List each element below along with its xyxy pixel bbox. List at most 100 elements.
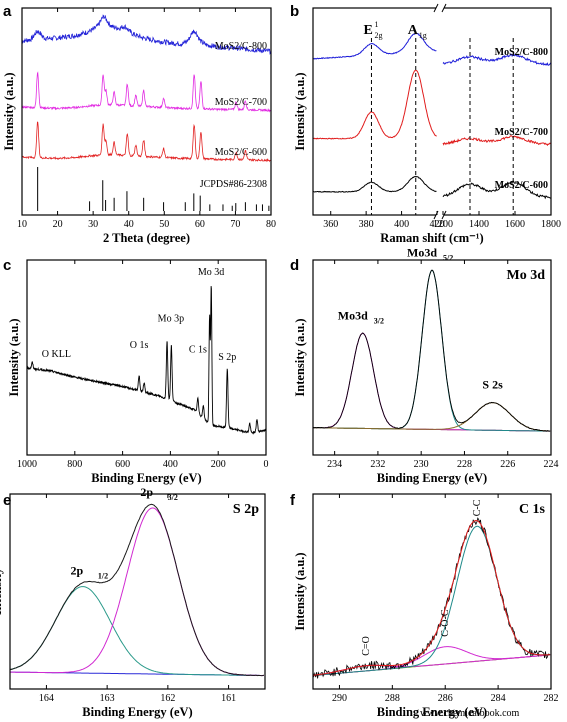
- x-tick-label: 1800: [541, 219, 561, 230]
- xrd-series-line: [21, 121, 271, 163]
- fit-component-line: [313, 525, 551, 676]
- panel-e-s2p: 164 163 162 161 S 2p 2p 1/2 2p 3/2 Binding Energy…: [0, 485, 266, 719]
- panel-f-c1s: 290 288 286 284 282 C 1s C=O C-O-C C-C Binding En…: [293, 493, 559, 719]
- x-tick-label: 800: [67, 459, 82, 470]
- raman-series-right: [442, 53, 552, 66]
- x-tick-label: 162: [160, 693, 175, 704]
- survey-spectrum-line: [26, 286, 267, 435]
- axis-break-mark: [441, 3, 447, 13]
- peak-marker-label: E: [363, 23, 372, 38]
- panel-label-b: b: [290, 3, 299, 20]
- x-tick-label: 228: [457, 459, 472, 470]
- axis-break-mark: [433, 3, 439, 13]
- plot-frame: [21, 7, 272, 216]
- component-label: C-O-C: [440, 609, 451, 637]
- component-label-sub: 1/2: [98, 572, 108, 581]
- panel-b-raman: MoS2/C-800 MoS2/C-700 MoS2/C-600 E 1 2g A 1g 360…: [293, 3, 561, 245]
- reference-label: JCPDS#86-2308: [200, 179, 267, 190]
- raman-series-left: [312, 32, 437, 60]
- component-label: Mo3d: [407, 245, 437, 259]
- x-tick-label: 0: [264, 459, 269, 470]
- x-tick-label: 164: [39, 693, 54, 704]
- x-tick-label: 80: [266, 219, 276, 230]
- panel-label-a: a: [3, 3, 12, 20]
- peak-annotation: O 1s: [130, 340, 149, 351]
- fit-component-line: [313, 332, 551, 432]
- plot-frame: [9, 493, 266, 690]
- watermark: www.chemicalbook.com: [420, 708, 520, 719]
- plot-frame: [26, 259, 267, 456]
- x-tick-label: 20: [53, 219, 63, 230]
- x-tick-label: 290: [332, 693, 347, 704]
- x-tick-label: 286: [438, 693, 453, 704]
- x-tick-label: 60: [195, 219, 205, 230]
- peak-annotation: Mo 3d: [198, 267, 224, 278]
- x-tick-label: 282: [544, 693, 559, 704]
- fit-component-line: [313, 402, 551, 432]
- x-tick-label: 230: [414, 459, 429, 470]
- x-tick-label: 200: [211, 459, 226, 470]
- x-tick-label: 360: [323, 219, 338, 230]
- fit-component-line: [10, 507, 264, 676]
- x-tick-label: 30: [88, 219, 98, 230]
- fit-envelope-line: [312, 519, 551, 676]
- y-axis-label: Intensity: [0, 567, 4, 615]
- x-tick-label: 400: [163, 459, 178, 470]
- panel-label-f: f: [290, 492, 296, 509]
- y-axis-label: Intensity (a.u.): [293, 318, 307, 396]
- legend-entry: MoS2/C-700: [495, 127, 548, 138]
- panel-label-c: c: [3, 257, 11, 274]
- panel-title: S 2p: [233, 502, 259, 517]
- panel-d-mo3d: 234 232 230 228 226 224 Mo 3d Mo3d 3/2 Mo3d 5/2 S 2…: [293, 245, 559, 485]
- y-axis-label: Intensity (a.u.): [293, 552, 307, 630]
- x-axis-label: Binding Energy (eV): [377, 705, 487, 719]
- component-label-sub: 5/2: [443, 253, 453, 262]
- peak-annotation: Mo 3p: [158, 313, 184, 324]
- panel-title: C 1s: [519, 502, 546, 517]
- raman-series-right: [442, 180, 552, 200]
- plot-frame: [312, 259, 552, 456]
- raman-series-left: [313, 175, 437, 193]
- component-label: C=O: [361, 636, 372, 656]
- x-tick-label: 226: [500, 459, 515, 470]
- x-axis-label: Binding Energy (eV): [82, 705, 192, 719]
- xrd-series-line: [22, 71, 272, 113]
- peak-marker-sub: 2g: [374, 31, 382, 40]
- x-tick-label: 288: [385, 693, 400, 704]
- panel-label-d: d: [290, 257, 299, 274]
- component-label: C-C: [472, 499, 483, 516]
- x-axis-label: Binding Energy (eV): [377, 471, 487, 485]
- axis-break-mark: [441, 210, 447, 220]
- fit-component-line: [313, 269, 551, 432]
- x-tick-label: 232: [370, 459, 385, 470]
- x-tick-label: 1600: [505, 219, 525, 230]
- x-axis-label: 2 Theta (degree): [103, 231, 190, 245]
- x-tick-label: 70: [230, 219, 240, 230]
- y-axis-label: Intensity (a.u.): [2, 72, 16, 150]
- measured-spectrum-line: [312, 269, 551, 432]
- x-tick-label: 420: [430, 219, 445, 230]
- peak-annotation: C 1s: [189, 344, 207, 355]
- raman-series-right: [442, 135, 552, 147]
- x-tick-label: 161: [221, 693, 236, 704]
- fit-component-line: [313, 646, 551, 676]
- measured-spectrum-line: [312, 517, 551, 679]
- plot-frame: [312, 493, 552, 690]
- panel-title: Mo 3d: [507, 268, 546, 283]
- x-tick-label: 400: [394, 219, 409, 230]
- panel-a-xrd: MoS2/C-800 MoS2/C-700 MoS2/C-600 JCPDS#86-2…: [2, 7, 276, 245]
- component-label-sub: 3/2: [374, 316, 384, 325]
- legend-entry: MoS2/C-800: [215, 41, 267, 52]
- xrd-series-line: [21, 14, 272, 55]
- component-label: Mo3d: [338, 308, 368, 322]
- y-axis-label: Intensity (a.u.): [7, 318, 21, 396]
- peak-marker-label: A: [408, 23, 419, 38]
- component-label: S 2s: [482, 378, 503, 392]
- measured-spectrum-line: [9, 503, 265, 677]
- fit-component-line: [9, 586, 264, 676]
- peak-marker-sup: 1: [374, 20, 378, 29]
- x-tick-label: 163: [100, 693, 115, 704]
- x-axis-label: Raman shift (cm⁻¹): [380, 231, 483, 245]
- x-tick-label: 380: [359, 219, 374, 230]
